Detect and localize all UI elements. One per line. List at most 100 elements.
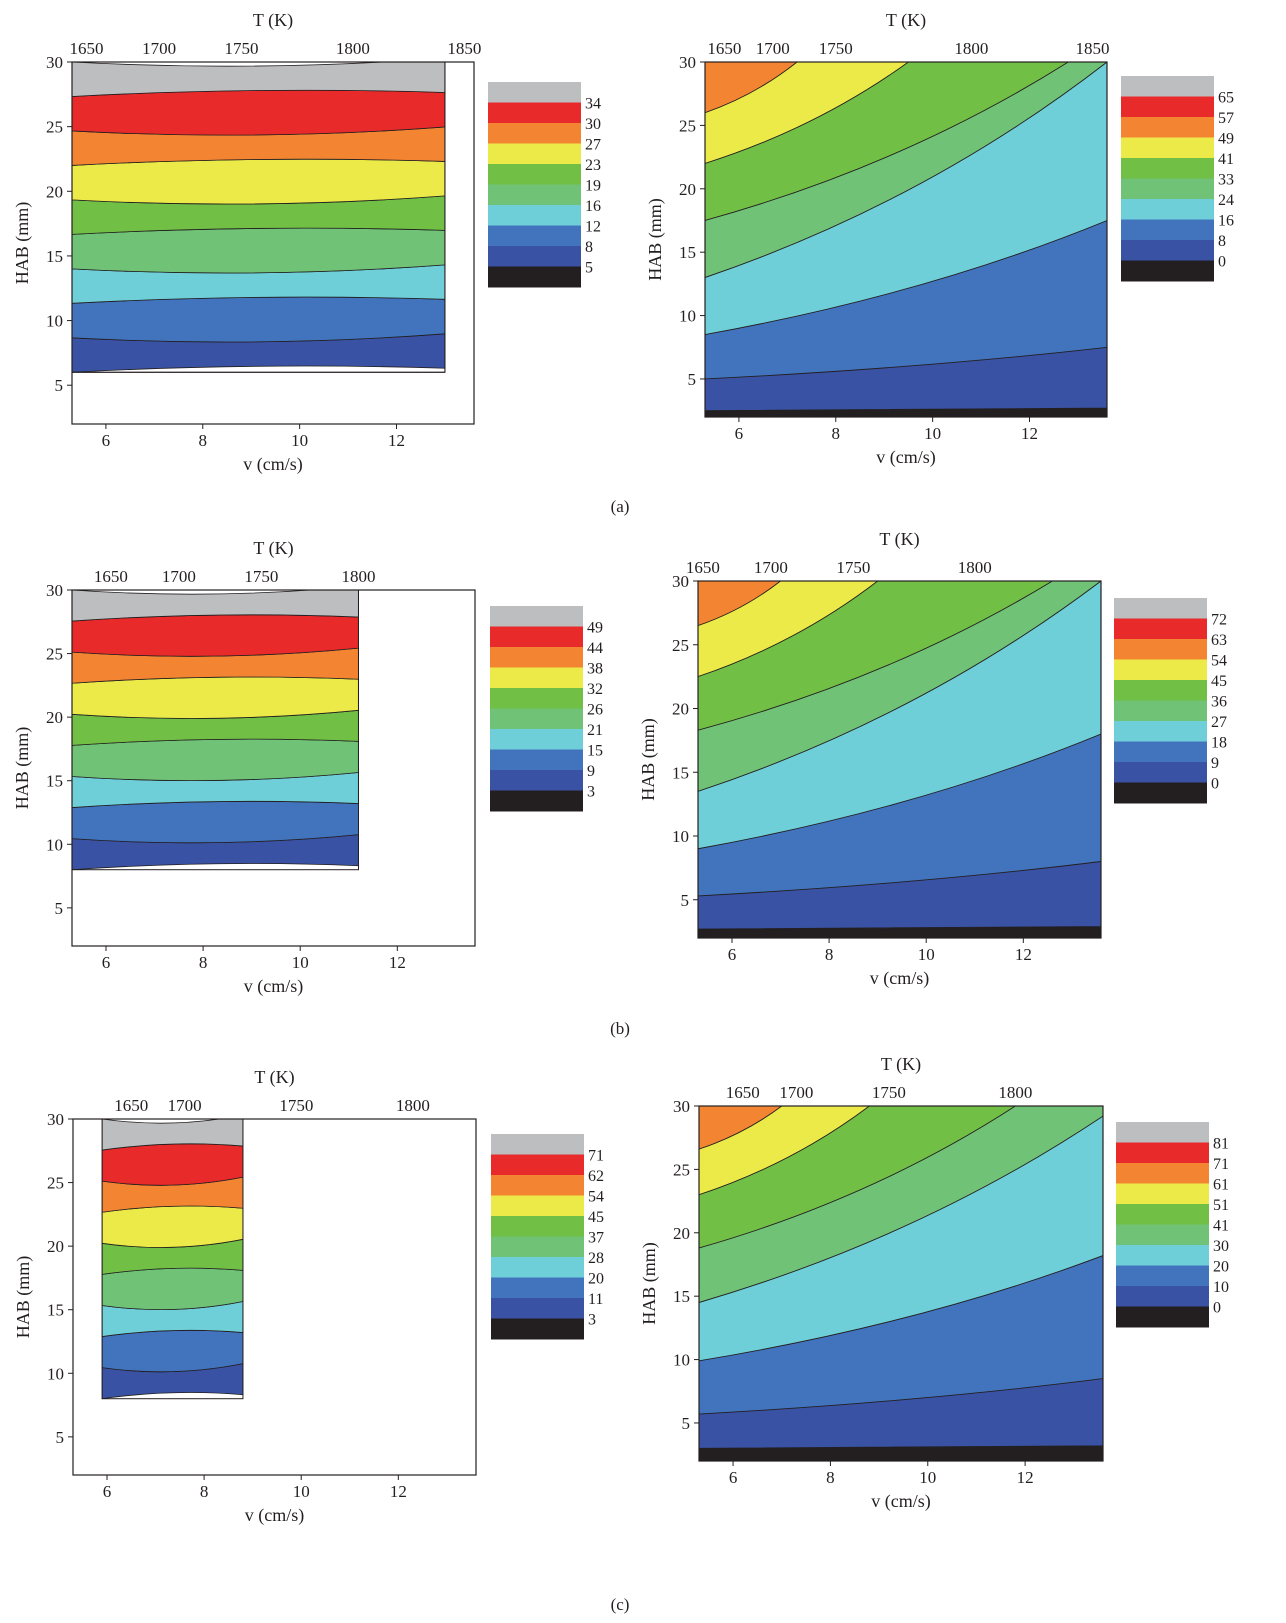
- y-tick-label: 30: [46, 581, 63, 600]
- colorbar-tick-label: 33: [1218, 172, 1234, 189]
- colorbar-swatch: [491, 1236, 584, 1258]
- colorbar-swatch: [490, 688, 583, 709]
- colorbar: 34 30 27 23 19 16 12 8 5: [488, 82, 601, 288]
- x-tick-label: 8: [825, 945, 834, 964]
- top-tick-label: 1850: [1075, 39, 1109, 58]
- top-axis-label: T (K): [881, 1054, 921, 1075]
- colorbar-swatch: [488, 82, 581, 103]
- x-axis-label: v (cm/s): [243, 454, 302, 475]
- colorbar-tick-label: 23: [585, 157, 601, 174]
- x-tick-label: 10: [293, 1482, 310, 1501]
- colorbar-tick-label: 45: [588, 1209, 604, 1226]
- x-tick-label: 8: [826, 1468, 835, 1487]
- contour-band-9: [72, 62, 446, 97]
- top-tick-label: 1800: [998, 1083, 1032, 1102]
- colorbar-swatch: [488, 205, 581, 226]
- colorbar-swatch: [491, 1134, 584, 1155]
- colorbar-tick-label: 54: [588, 1189, 604, 1206]
- y-tick-label: 25: [46, 645, 63, 664]
- colorbar-swatch: [1121, 117, 1214, 138]
- top-tick-label: 1650: [94, 567, 128, 586]
- top-tick-label: 1750: [244, 567, 278, 586]
- colorbar-tick-label: 34: [585, 96, 601, 113]
- y-tick-label: 5: [688, 370, 697, 389]
- colorbar-tick-label: 0: [1213, 1300, 1221, 1317]
- y-tick-label: 10: [672, 827, 689, 846]
- colorbar-swatch: [1116, 1142, 1209, 1164]
- y-axis-label: HAB (mm): [639, 1242, 660, 1325]
- x-tick-label: 10: [924, 424, 941, 443]
- colorbar-tick-label: 57: [1218, 110, 1234, 127]
- colorbar-tick-label: 49: [587, 620, 603, 637]
- y-tick-label: 30: [679, 53, 696, 72]
- colorbar-tick-label: 5: [585, 260, 593, 277]
- plot-area: [73, 1119, 476, 1475]
- colorbar-tick-label: 26: [587, 702, 603, 719]
- colorbar-tick-label: 38: [587, 661, 603, 678]
- data-region-outline: [72, 590, 359, 871]
- x-axis-label: v (cm/s): [245, 1505, 304, 1526]
- colorbar-tick-label: 3: [587, 784, 595, 801]
- axes-frame: [704, 61, 1108, 418]
- colorbar-swatch: [491, 1298, 584, 1319]
- contour-band-4: [101, 1267, 244, 1311]
- axes-frame: [71, 589, 476, 947]
- y-tick-label: 5: [681, 891, 690, 910]
- y-tick-label: 5: [682, 1414, 691, 1433]
- data-region: [72, 62, 446, 373]
- colorbar-swatch: [1121, 178, 1214, 200]
- x-axis-label: v (cm/s): [876, 447, 935, 468]
- colorbar-swatch: [490, 647, 583, 668]
- y-tick-label: 25: [672, 636, 689, 655]
- colorbar-swatch: [491, 1154, 584, 1176]
- y-tick-label: 15: [46, 772, 63, 791]
- colorbar-swatch: [1116, 1163, 1209, 1184]
- colorbar-swatch: [1121, 199, 1214, 220]
- contour-band-9: [72, 590, 359, 622]
- colorbar-tick-label: 20: [588, 1271, 604, 1288]
- chart-c-left: 6 8 10 12 5 10 15 20 25 30 1650 1700 1750 1800 v (cm/s…: [13, 1067, 604, 1526]
- colorbar-tick-label: 63: [1211, 632, 1227, 649]
- colorbar-swatch: [488, 123, 581, 144]
- colorbar-tick-label: 51: [1213, 1197, 1229, 1214]
- colorbar-tick-label: 62: [588, 1168, 604, 1185]
- colorbar: 71 62 54 45 37 28 20 11 3: [491, 1134, 604, 1340]
- panel-label-c: (c): [611, 1595, 630, 1614]
- x-tick-label: 12: [1015, 945, 1032, 964]
- top-tick-label: 1700: [142, 39, 176, 58]
- top-tick-label: 1650: [726, 1083, 760, 1102]
- top-axis-label: T (K): [254, 1067, 294, 1088]
- top-tick-label: 1750: [836, 558, 870, 577]
- colorbar-tick-label: 54: [1211, 653, 1227, 670]
- contour-band-4: [72, 227, 446, 274]
- colorbar-tick-label: 41: [1213, 1218, 1229, 1235]
- contour-band-9: [101, 1119, 244, 1151]
- colorbar-swatch: [1116, 1306, 1209, 1328]
- colorbar-swatch: [490, 606, 583, 627]
- colorbar-swatch: [488, 102, 581, 124]
- top-tick-label: 1800: [954, 39, 988, 58]
- colorbar-swatch: [490, 790, 583, 812]
- colorbar-swatch: [1121, 219, 1214, 241]
- colorbar-swatch: [488, 184, 581, 206]
- contour-band-6: [101, 1205, 244, 1248]
- x-tick-label: 6: [729, 1468, 738, 1487]
- colorbar-swatch: [488, 225, 581, 247]
- colorbar-tick-label: 36: [1211, 694, 1227, 711]
- colorbar-swatch: [490, 708, 583, 730]
- top-tick-label: 1700: [756, 39, 790, 58]
- colorbar-tick-label: 11: [588, 1291, 603, 1308]
- y-axis-label: HAB (mm): [638, 718, 659, 801]
- x-tick-label: 6: [102, 431, 111, 450]
- top-tick-label: 1800: [341, 567, 375, 586]
- contour-band-2: [72, 800, 359, 844]
- y-tick-label: 15: [673, 1287, 690, 1306]
- top-tick-label: 1750: [225, 39, 259, 58]
- colorbar-tick-label: 65: [1218, 90, 1234, 107]
- colorbar-swatch: [1114, 680, 1207, 701]
- colorbar-tick-label: 9: [587, 763, 595, 780]
- colorbar-swatch: [1121, 76, 1214, 97]
- colorbar-tick-label: 49: [1218, 131, 1234, 148]
